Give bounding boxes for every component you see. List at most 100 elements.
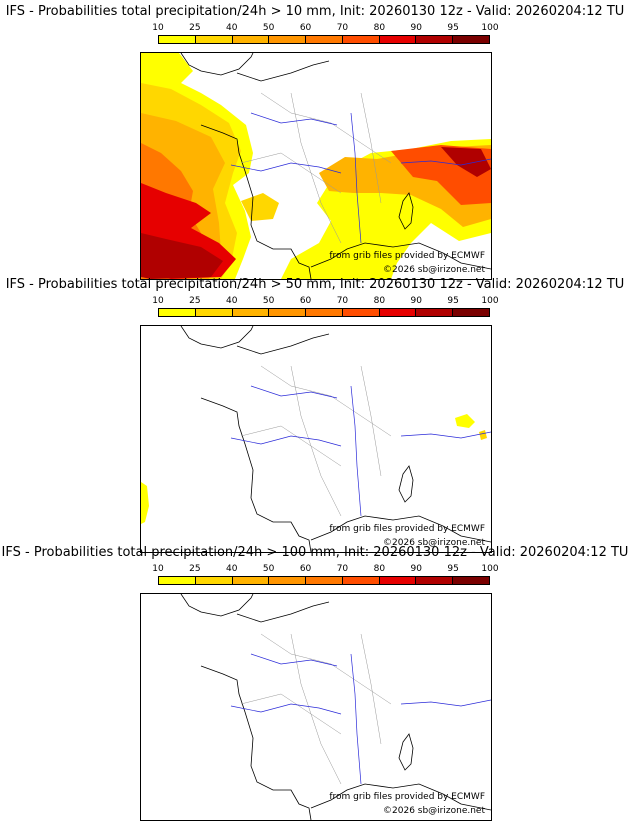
colorbar-swatch — [416, 309, 454, 316]
probability-map[interactable]: from grib files provided by ECMWF ©2026 … — [140, 52, 492, 280]
panel-title: IFS - Probabilities total precipitation/… — [5, 277, 625, 292]
colorbar-tick-label: 50 — [262, 296, 275, 306]
panel-10mm: IFS - Probabilities total precipitation/… — [0, 4, 630, 280]
colorbar-tick-label: 40 — [226, 564, 238, 574]
shade-alps-dot — [479, 430, 487, 440]
colorbar-swatch — [306, 36, 343, 43]
admin-borders — [240, 633, 392, 785]
colorbar-swatch — [416, 577, 454, 584]
coast-france-west — [200, 665, 312, 820]
colorbar-swatch — [379, 577, 417, 584]
colorbar-swatch — [195, 36, 233, 43]
colorbar-swatch — [195, 309, 233, 316]
coast-med — [310, 242, 491, 270]
coast-corsica — [398, 465, 414, 503]
river-rhone — [350, 385, 362, 517]
colorbar-tick-label: 40 — [226, 296, 238, 306]
river-loire — [230, 435, 342, 447]
source-credit: from grib files provided by ECMWF — [329, 251, 485, 261]
colorbar-tick-label: 60 — [299, 296, 312, 306]
coast-corsica — [398, 192, 414, 230]
coast-north — [236, 333, 330, 355]
probability-map[interactable]: from grib files provided by ECMWF ©2026 … — [140, 325, 492, 553]
colorbar-swatch — [195, 577, 233, 584]
coast-north — [236, 601, 330, 623]
map-canvas — [180, 594, 491, 820]
colorbar-tick-label: 25 — [189, 23, 201, 33]
colorbar-ticks: 10 25 40 50 60 70 80 90 95 100 — [152, 564, 498, 574]
colorbar-tick-label: 95 — [447, 564, 459, 574]
colorbar — [158, 576, 490, 585]
probability-shading — [141, 414, 487, 524]
river-po — [400, 431, 491, 439]
probability-shading — [141, 53, 491, 279]
probability-map[interactable]: from grib files provided by ECMWF ©2026 … — [140, 593, 492, 821]
colorbar-tick-label: 90 — [410, 564, 422, 574]
map-canvas — [141, 53, 491, 279]
coast-uk — [180, 594, 254, 617]
colorbar-tick-label: 100 — [481, 564, 499, 574]
shade-alps-small — [455, 414, 475, 428]
colorbar-swatch — [306, 309, 343, 316]
colorbar-tick-label: 50 — [262, 564, 275, 574]
colorbar-swatch — [269, 36, 307, 43]
source-credit: from grib files provided by ECMWF — [329, 792, 485, 802]
coastlines — [180, 326, 491, 552]
panel-title: IFS - Probabilities total precipitation/… — [1, 545, 629, 560]
colorbar-swatch — [416, 36, 454, 43]
colorbar-swatch — [232, 577, 270, 584]
colorbar — [158, 308, 490, 317]
coast-france-west — [200, 397, 312, 552]
river-rhone — [350, 112, 362, 244]
colorbar-tick-label: 50 — [262, 23, 275, 33]
colorbar-swatch — [342, 309, 380, 316]
colorbar-tick-label: 10 — [152, 23, 164, 33]
colorbar-tick-label: 100 — [481, 23, 499, 33]
colorbar-tick-label: 70 — [336, 564, 349, 574]
colorbar-tick-label: 10 — [152, 296, 164, 306]
colorbar-tick-label: 95 — [447, 23, 459, 33]
colorbar-swatch — [269, 577, 307, 584]
river-loire — [230, 162, 342, 174]
coast-med — [310, 515, 491, 543]
copyright-credit: ©2026 sb@irizone.net — [383, 806, 485, 816]
colorbar-ticks: 10 25 40 50 60 70 80 90 95 100 — [152, 23, 498, 33]
coast-france-west — [200, 124, 312, 279]
river-seine — [250, 112, 338, 126]
coast-corsica — [398, 733, 414, 771]
copyright-credit: ©2026 sb@irizone.net — [383, 538, 485, 548]
colorbar-swatch — [379, 309, 417, 316]
colorbar-tick-label: 100 — [481, 296, 499, 306]
colorbar-swatch — [159, 36, 196, 43]
source-credit: from grib files provided by ECMWF — [329, 524, 485, 534]
colorbar-swatch — [159, 577, 196, 584]
colorbar-ticks: 10 25 40 50 60 70 80 90 95 100 — [152, 296, 498, 306]
rivers — [230, 385, 491, 517]
shade-alps-90 — [441, 147, 491, 177]
colorbar-swatch — [232, 36, 270, 43]
shade-spain-90 — [141, 233, 223, 279]
copyright-credit: ©2026 sb@irizone.net — [383, 265, 485, 275]
colorbar-tick-label: 70 — [336, 296, 349, 306]
colorbar-tick-label: 80 — [373, 564, 386, 574]
colorbar-swatch — [306, 577, 343, 584]
panel-title: IFS - Probabilities total precipitation/… — [5, 4, 625, 19]
map-canvas — [141, 326, 491, 552]
colorbar-tick-label: 25 — [189, 296, 201, 306]
border-lines — [240, 365, 392, 517]
colorbar-tick-label: 95 — [447, 296, 459, 306]
colorbar-swatch — [453, 577, 490, 584]
colorbar-swatch — [379, 36, 417, 43]
shade-biscay-blob — [241, 193, 279, 221]
coast-uk — [180, 326, 254, 349]
colorbar-tick-label: 60 — [299, 564, 312, 574]
colorbar — [158, 35, 490, 44]
colorbar-tick-label: 90 — [410, 296, 422, 306]
coastlines — [180, 594, 491, 820]
colorbar-tick-label: 80 — [373, 23, 386, 33]
colorbar-swatch — [453, 36, 490, 43]
colorbar-swatch — [232, 309, 270, 316]
panel-100mm: IFS - Probabilities total precipitation/… — [0, 545, 630, 821]
admin-borders — [240, 92, 392, 244]
colorbar-tick-label: 90 — [410, 23, 422, 33]
